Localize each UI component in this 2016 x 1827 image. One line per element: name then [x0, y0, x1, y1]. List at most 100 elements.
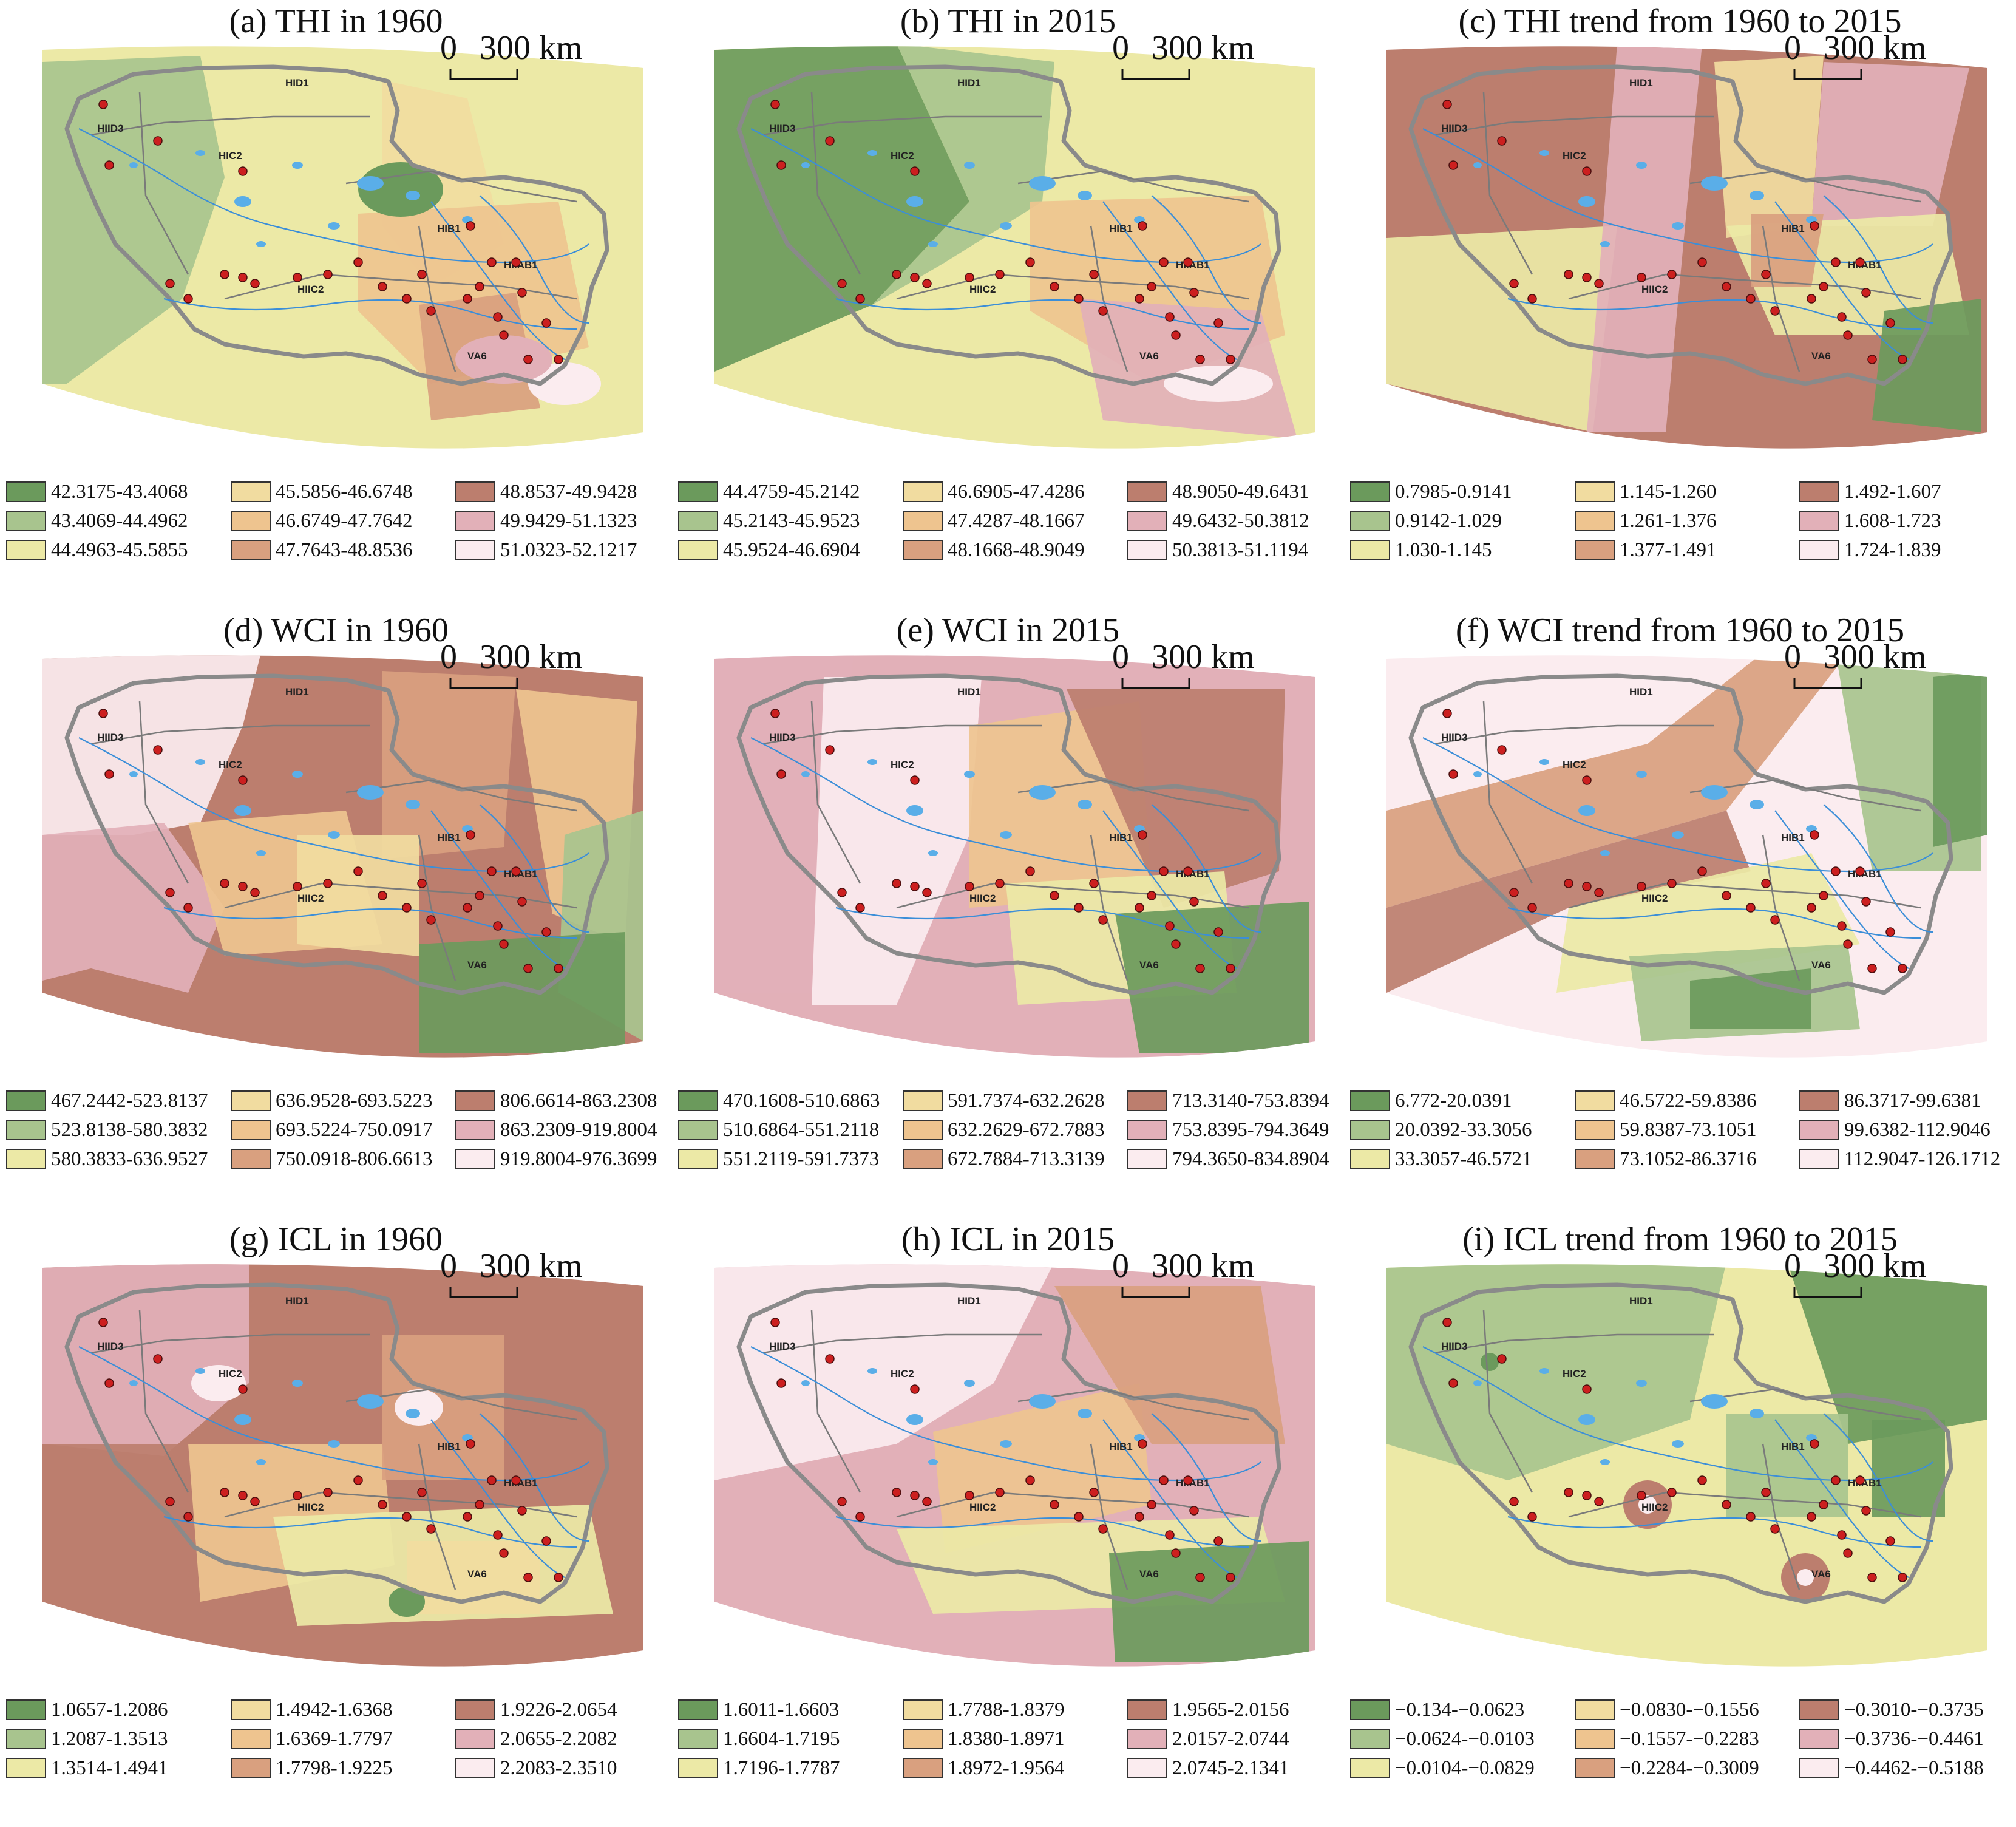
- region-label: HIID3: [1441, 1341, 1467, 1352]
- weather-station: [922, 888, 932, 897]
- weather-station: [892, 1488, 901, 1497]
- weather-station: [1497, 745, 1507, 755]
- river: [1102, 1419, 1237, 1578]
- weather-station: [995, 270, 1005, 279]
- legend-item: 48.8537-49.9428: [455, 478, 637, 505]
- weather-station: [1195, 1573, 1205, 1582]
- scale-bar: 0 300 km: [1112, 638, 1255, 689]
- lake: [292, 771, 303, 778]
- legend-label: 43.4069-44.4962: [51, 510, 188, 532]
- legend-item: 51.0323-52.1217: [455, 537, 637, 563]
- region-divide: [1017, 1388, 1249, 1421]
- region-divide: [1482, 92, 1533, 275]
- lake: [1539, 150, 1549, 156]
- lake: [1473, 1380, 1482, 1386]
- weather-station: [1213, 927, 1223, 937]
- weather-station: [1089, 270, 1099, 279]
- weather-station: [426, 915, 436, 925]
- weather-station: [323, 1488, 333, 1497]
- region-label: HIID3: [769, 732, 795, 743]
- region-label: HIB1: [1781, 832, 1805, 843]
- weather-station: [1861, 1506, 1871, 1516]
- weather-station: [1159, 866, 1169, 876]
- region-label: HIC2: [891, 1368, 914, 1380]
- lake: [1750, 800, 1764, 809]
- legend-label: 1.3514-1.4941: [51, 1757, 168, 1779]
- legend-label: 46.6749-47.7642: [276, 510, 413, 532]
- weather-station: [426, 306, 436, 316]
- river: [750, 737, 1261, 873]
- lake: [256, 1459, 266, 1465]
- legend-item: 1.7798-1.9225: [231, 1755, 393, 1781]
- legend-item: 99.6382-112.9046: [1799, 1117, 1991, 1143]
- legend-label: 510.6864-551.2118: [723, 1119, 880, 1141]
- legend-label: 750.0918-806.6613: [276, 1148, 433, 1170]
- legend-item: 1.6604-1.7195: [678, 1726, 840, 1752]
- weather-station: [250, 888, 260, 897]
- interpolation-map: HID1 HIID3 HIC2 HIB1 HIIC2 HIIAB1 VA6 0 300 km: [1386, 29, 1987, 449]
- legend-swatch: [1350, 1758, 1390, 1778]
- region-divide: [138, 92, 189, 275]
- region-label: HIIC2: [1641, 893, 1668, 904]
- legend-swatch: [678, 540, 718, 560]
- weather-station: [1594, 1497, 1604, 1506]
- legend-label: 1.9226-2.0654: [500, 1699, 617, 1721]
- region-divide: [345, 779, 577, 812]
- region-divide: [418, 225, 456, 372]
- legend: 0.7985-0.9141 0.9142-1.029 1.030-1.145 1.14…: [1344, 478, 2016, 600]
- panel-d: (d) WCI in 1960 HID1 HIID3 HIC2 HIB1 HIIC2 HII…: [0, 609, 672, 1218]
- legend-swatch: [1575, 511, 1615, 531]
- region-divide: [1568, 1491, 1921, 1518]
- climate-zone-7: [191, 1365, 246, 1401]
- region-label: VA6: [1139, 350, 1159, 362]
- region-label: VA6: [467, 959, 487, 971]
- weather-station: [1098, 915, 1108, 925]
- weather-station: [855, 1512, 865, 1522]
- legend-swatch: [455, 1758, 495, 1778]
- lake: [1701, 1394, 1728, 1409]
- legend-swatch: [1127, 1149, 1167, 1169]
- weather-station: [910, 1384, 920, 1394]
- scale-distance: 300 km: [1824, 29, 1927, 67]
- weather-station: [1564, 879, 1573, 888]
- climate-zone-8: [395, 1389, 443, 1426]
- legend-item: 6.772-20.0391: [1350, 1087, 1512, 1114]
- legend-label: 806.6614-863.2308: [500, 1090, 657, 1112]
- legend-label: 1.377-1.491: [1620, 539, 1717, 561]
- weather-station: [1138, 830, 1147, 840]
- legend-item: 73.1052-86.3716: [1575, 1146, 1757, 1172]
- weather-station: [1697, 257, 1707, 267]
- weather-station: [1165, 312, 1175, 322]
- legend-item: 45.9524-46.6904: [678, 537, 860, 563]
- legend-label: 99.6382-112.9046: [1844, 1119, 1991, 1141]
- weather-station: [523, 964, 533, 973]
- weather-station: [1810, 1439, 1819, 1449]
- legend-swatch: [1799, 540, 1839, 560]
- interpolation-map: HID1 HIID3 HIC2 HIB1 HIIC2 HIIAB1 VA6 0 300 km: [42, 29, 643, 449]
- weather-station: [1159, 257, 1169, 267]
- legend-item: 551.2119-591.7373: [678, 1146, 879, 1172]
- climate-zone-8: [297, 835, 419, 956]
- region-label: HIID3: [97, 732, 123, 743]
- lake: [1672, 831, 1684, 839]
- region-label: HID1: [285, 686, 309, 698]
- region-label: HIIC2: [969, 893, 996, 904]
- weather-station: [1074, 903, 1084, 913]
- lake: [801, 162, 810, 168]
- weather-station: [487, 866, 497, 876]
- region-label: HIB1: [1781, 223, 1805, 234]
- lake: [1672, 1440, 1684, 1448]
- weather-station: [523, 355, 533, 364]
- weather-station: [493, 921, 503, 931]
- river: [835, 298, 1249, 330]
- region-divide: [1689, 1388, 1921, 1421]
- weather-station: [1442, 1318, 1452, 1327]
- weather-station: [1582, 273, 1592, 282]
- lake: [1750, 1409, 1764, 1418]
- region-label: VA6: [1139, 959, 1159, 971]
- legend-item: −0.2284-−0.3009: [1575, 1755, 1759, 1781]
- legend-item: 47.4287-48.1667: [903, 508, 1085, 534]
- legend-item: 470.1608-510.6863: [678, 1087, 880, 1114]
- lake: [406, 1409, 420, 1418]
- weather-station: [1898, 1573, 1907, 1582]
